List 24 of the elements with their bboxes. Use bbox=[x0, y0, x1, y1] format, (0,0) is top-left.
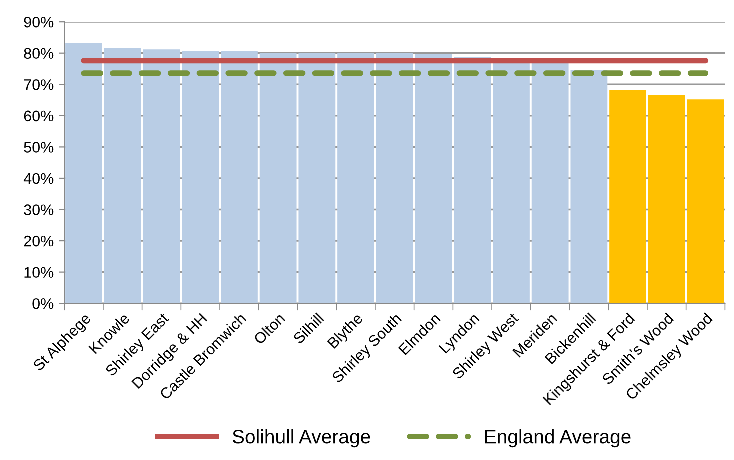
bar bbox=[415, 54, 452, 304]
bar bbox=[376, 53, 414, 304]
y-tick-label: 10% bbox=[24, 267, 54, 278]
y-tick-label: 50% bbox=[24, 142, 54, 153]
legend-label: England Average bbox=[485, 429, 631, 448]
y-tick-label: 0% bbox=[32, 298, 54, 310]
bar bbox=[648, 94, 686, 304]
bar bbox=[143, 50, 180, 304]
bar bbox=[610, 90, 647, 304]
bar bbox=[104, 48, 142, 304]
y-tick-label: 60% bbox=[24, 110, 54, 122]
y-tick-label: 30% bbox=[24, 204, 54, 216]
y-tick-label: 20% bbox=[24, 236, 54, 247]
bar bbox=[454, 57, 492, 304]
bar bbox=[182, 51, 220, 304]
legend-label: Solihull Average bbox=[232, 429, 370, 448]
bar bbox=[66, 43, 102, 304]
y-tick-label: 90% bbox=[24, 16, 54, 28]
y-tick-label: 70% bbox=[24, 80, 54, 90]
y-tick-label: 40% bbox=[24, 173, 54, 184]
bar bbox=[221, 51, 258, 304]
bar bbox=[687, 100, 724, 304]
y-tick-label: 80% bbox=[24, 48, 54, 60]
bar bbox=[338, 53, 374, 304]
